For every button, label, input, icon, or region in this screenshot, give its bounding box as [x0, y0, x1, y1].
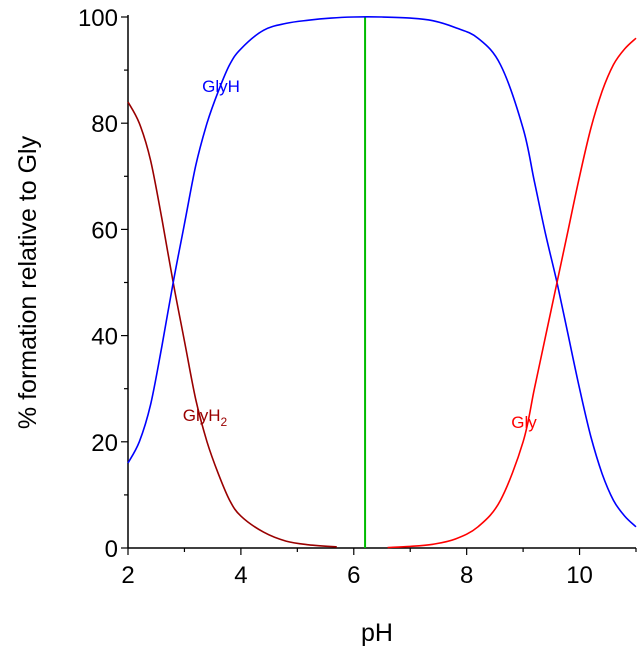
y-tick-label: 0 [105, 536, 118, 563]
y-tick-label: 100 [78, 5, 118, 32]
series-label-glyh: GlyH [202, 77, 240, 96]
y-tick-label: 20 [91, 430, 118, 457]
axes: 0 20 40 60 80 100 2 4 6 8 10 [78, 5, 637, 589]
series-line-glyh2 [127, 101, 337, 548]
x-tick-label: 4 [234, 562, 247, 589]
y-tick-label: 80 [91, 111, 118, 138]
y-tick-label: 60 [91, 217, 118, 244]
series-label-text: GlyH [183, 406, 221, 425]
series-line-glyh [127, 16, 637, 528]
y-tick-label: 40 [91, 324, 118, 351]
series-line-gly [387, 37, 637, 549]
series-label-text: GlyH [202, 77, 240, 96]
x-tick-label: 6 [347, 562, 360, 589]
series-label-gly: Gly [511, 413, 537, 432]
x-tick-label: 8 [460, 562, 473, 589]
x-tick-label: 2 [121, 562, 134, 589]
plot-area [127, 16, 637, 549]
x-tick-label: 10 [566, 562, 593, 589]
y-axis-title: % formation relative to Gly [14, 135, 42, 429]
series-label-subscript: 2 [221, 415, 228, 429]
x-axis-title: pH [361, 619, 393, 647]
series-label-text: Gly [511, 413, 537, 432]
series-label-glyh2: GlyH2 [183, 406, 228, 429]
